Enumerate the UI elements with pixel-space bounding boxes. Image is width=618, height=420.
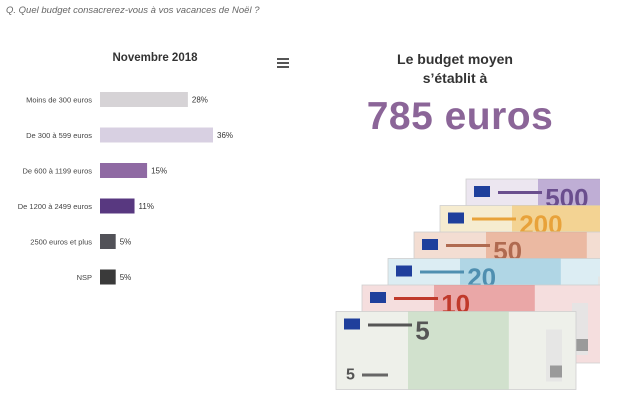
bar[interactable] [100, 163, 148, 178]
bar[interactable] [100, 92, 188, 107]
value-label: 5% [120, 238, 132, 247]
banknote-5: 55 [335, 311, 577, 390]
bar[interactable] [100, 198, 135, 214]
value-label: 36% [217, 131, 233, 140]
survey-question: Q. Quel budget consacrerez-vous à vos va… [6, 5, 260, 16]
budget-bar-chart: Moins de 300 euros 28% De 300 à 599 euros 3… [18, 92, 233, 285]
bar[interactable] [100, 269, 116, 285]
hamburger-menu-icon[interactable] [277, 58, 289, 68]
bar[interactable] [100, 234, 116, 249]
category-label: NSP [77, 273, 92, 282]
value-label: 15% [151, 167, 167, 176]
bar[interactable] [100, 127, 213, 143]
value-label: 28% [192, 96, 208, 105]
banknote-corner-value: 5 [346, 367, 355, 384]
headline-line-2: s’établit à [422, 70, 488, 86]
category-label: De 300 à 599 euros [26, 131, 92, 140]
average-budget-amount: 785 euros [366, 95, 554, 138]
category-label: De 600 à 1199 euros [23, 167, 93, 176]
headline-line-1: Le budget moyen [397, 51, 513, 67]
category-label: Moins de 300 euros [26, 96, 92, 105]
banknote-value: 5 [415, 316, 429, 346]
chart-title: Novembre 2018 [112, 52, 198, 64]
average-budget-headline: Le budget moyen s’établit à [355, 50, 555, 88]
value-label: 5% [120, 273, 132, 282]
category-label: 2500 euros et plus [30, 238, 92, 247]
value-label: 11% [139, 202, 154, 211]
category-label: De 1200 à 2499 euros [18, 202, 92, 211]
